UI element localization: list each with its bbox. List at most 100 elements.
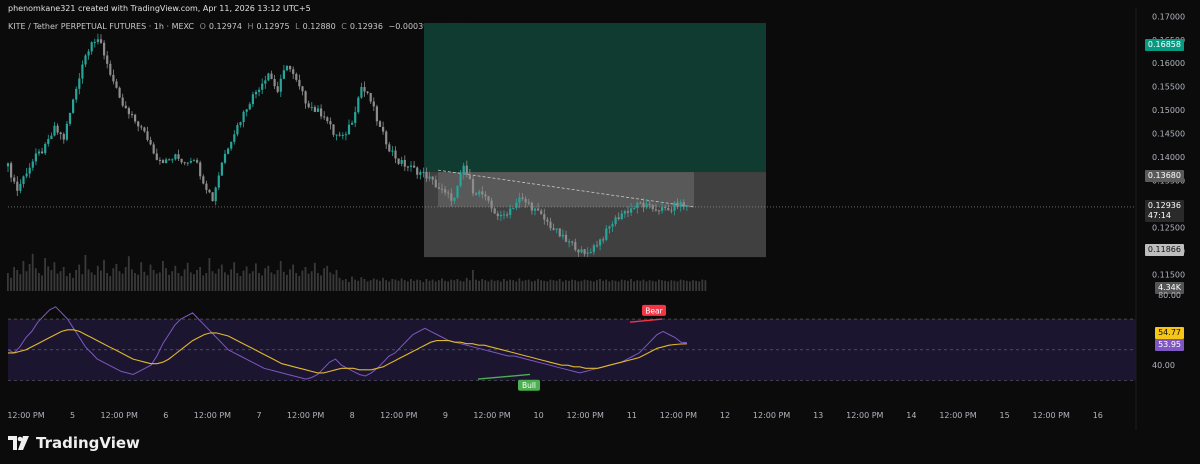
volume-bar [499, 281, 502, 291]
volume-bar [496, 280, 499, 291]
volume-bar [298, 276, 301, 291]
volume-bar [149, 264, 152, 291]
x-tick-label: 13 [813, 411, 823, 420]
volume-bar [561, 281, 564, 291]
volume-bar [22, 261, 25, 291]
low-label: L [295, 22, 300, 31]
candle-body [608, 226, 611, 229]
volume-bar [351, 276, 353, 291]
volume-bar [56, 273, 59, 291]
candle-body [68, 112, 72, 124]
candle-body [267, 73, 270, 81]
candle-body [16, 181, 19, 191]
candle-body [329, 121, 332, 125]
tradingview-logo[interactable]: TradingView [8, 434, 140, 452]
x-tick-label: 12 [720, 411, 730, 420]
candle-body [341, 134, 344, 136]
volume-bar [611, 280, 614, 291]
candle-body [155, 153, 158, 160]
candle-body [134, 114, 137, 122]
volume-bar [676, 281, 679, 291]
volume-bar [103, 259, 105, 291]
volume-bar [577, 281, 580, 291]
candle-body [450, 193, 453, 201]
volume-bar [7, 273, 9, 291]
close-label: C [341, 22, 347, 31]
volume-bar [630, 279, 632, 291]
volume-bar [558, 279, 561, 291]
volume-bar [87, 269, 90, 291]
candle-body [499, 214, 502, 217]
volume-bar [183, 269, 186, 291]
candle-body [623, 211, 626, 214]
volume-bar [341, 280, 344, 291]
candle-body [165, 159, 168, 164]
candle-body [56, 125, 59, 133]
candle-body [351, 122, 354, 125]
candle-body [19, 183, 22, 191]
candle-body [6, 163, 10, 167]
candle-body [177, 154, 180, 159]
candle-body [320, 108, 323, 117]
candle-body [115, 81, 118, 88]
y-tick-label: 0.14000 [1152, 153, 1185, 162]
symbol-title[interactable]: KITE / Tether PERPETUAL FUTURES · 1h · M… [8, 22, 195, 31]
candle-body [385, 131, 388, 145]
volume-bar [620, 279, 623, 291]
unrealized-zone [438, 172, 694, 207]
volume-bar [679, 279, 682, 291]
volume-bar [388, 281, 391, 291]
volume-bar [397, 280, 400, 291]
volume-bar [704, 280, 707, 291]
volume-bar [540, 280, 542, 291]
volume-bar [419, 280, 422, 291]
candle-body [462, 165, 465, 175]
volume-bar [571, 279, 573, 291]
volume-bar [651, 280, 654, 291]
volume-bar [441, 278, 443, 291]
candle-body [13, 177, 16, 182]
candle-body [230, 141, 233, 149]
volume-bar [307, 273, 310, 291]
x-tick-label: 12:00 PM [567, 411, 604, 420]
y-tick-label: 0.15500 [1152, 83, 1185, 92]
candle-body [152, 144, 155, 154]
volume-bar [627, 280, 629, 291]
candle-body [31, 161, 34, 168]
volume-bar [695, 280, 697, 291]
volume-bar [171, 271, 174, 291]
candle-body [592, 245, 595, 252]
volume-bar [400, 278, 403, 291]
volume-bar [106, 273, 108, 291]
volume-bar [286, 274, 288, 291]
volume-bar [596, 280, 598, 291]
current-price: 0.12936 [1147, 201, 1181, 210]
candle-body [258, 89, 261, 92]
candle-body [323, 116, 326, 118]
candle-body [605, 228, 608, 240]
candle-body [676, 202, 679, 207]
volume-bar [614, 280, 617, 291]
bar-countdown: 47:14 [1147, 211, 1171, 220]
candle-body [121, 97, 124, 106]
candle-body [28, 167, 31, 174]
candle-body [202, 176, 205, 184]
volume-bar [267, 265, 270, 291]
volume-bar [490, 279, 493, 291]
candle-body [242, 111, 245, 123]
volume-bar [155, 273, 158, 291]
x-tick-label: 12:00 PM [1033, 411, 1070, 420]
volume-bar [28, 264, 31, 291]
candle-body [481, 191, 484, 195]
attribution-text: phenomkane321 created with TradingView.c… [8, 4, 311, 13]
candle-body [648, 204, 651, 206]
candle-body [261, 83, 264, 90]
volume-bar [385, 280, 387, 291]
volume-bar [131, 269, 133, 291]
candle-body [661, 207, 664, 211]
volume-bar [313, 262, 316, 291]
volume-bar [555, 280, 558, 291]
candle-body [360, 87, 363, 98]
candle-body [338, 134, 341, 136]
